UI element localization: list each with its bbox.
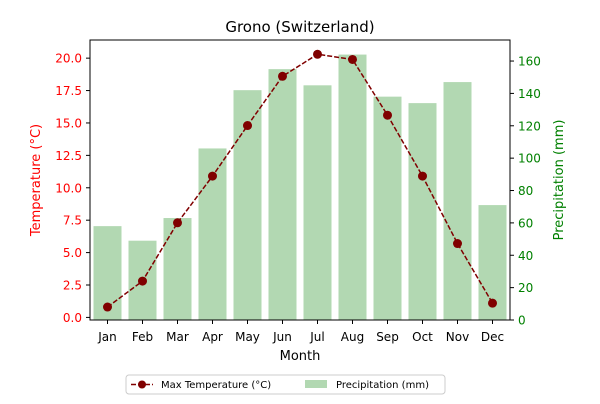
right-axis-tick-label: 60: [518, 216, 533, 230]
right-axis-tick-label: 20: [518, 281, 533, 295]
x-axis-tick-label-dec: Dec: [481, 330, 504, 344]
left-axis-tick-label: 5.0: [63, 246, 82, 260]
left-axis-tick-label: 12.5: [55, 149, 82, 163]
precipitation-bar-oct: [408, 103, 437, 321]
line-layer: [103, 49, 497, 312]
x-axis-tick-label-apr: Apr: [202, 330, 223, 344]
right-axis-tick-label: 0: [518, 314, 526, 328]
temperature-point-jul: [313, 49, 322, 59]
x-axis-tick-label-jul: Jul: [309, 330, 324, 344]
x-axis-tick-label-oct: Oct: [412, 330, 433, 344]
legend: Max Temperature (°C) Precipitation (mm): [125, 374, 446, 395]
left-axis-tick-label: 0.0: [63, 311, 82, 325]
legend-label-precipitation: Precipitation (mm): [336, 380, 429, 391]
precipitation-bar-nov: [443, 82, 472, 320]
temperature-point-sep: [383, 110, 392, 120]
right-axis-tick-label: 120: [518, 119, 541, 133]
left-axis-tick-label: 10.0: [55, 181, 82, 195]
legend-label-temperature: Max Temperature (°C): [161, 380, 271, 391]
legend-frame: [125, 374, 446, 395]
x-axis-tick-label-sep: Sep: [376, 330, 399, 344]
axes-layer: 0.0 2.5 5.0 7.5 10.0 12.5 15.0 17.5 20.0 0 20 40 60 8…: [55, 39, 541, 344]
temperature-point-dec: [488, 298, 497, 308]
x-axis-tick-label-jun: Jun: [272, 330, 292, 344]
temperature-point-jan: [103, 302, 112, 312]
x-axis-label: Month: [280, 349, 321, 364]
x-axis-tick-label-jan: Jan: [97, 330, 117, 344]
x-axis-tick-label-aug: Aug: [341, 330, 364, 344]
right-axis-tick-label: 140: [518, 87, 541, 101]
temperature-point-mar: [173, 218, 182, 228]
temperature-point-oct: [418, 171, 427, 181]
precipitation-bar-sep: [373, 96, 402, 321]
precipitation-bar-jul: [303, 85, 332, 320]
temperature-point-jun: [278, 71, 287, 81]
temperature-point-aug: [348, 54, 357, 64]
x-axis-tick-label-feb: Feb: [132, 330, 153, 344]
chart-title: Grono (Switzerland): [225, 18, 374, 36]
x-axis-tick-label-mar: Mar: [166, 330, 189, 344]
left-axis-tick-label: 2.5: [63, 279, 82, 293]
left-axis-tick-label: 7.5: [63, 214, 82, 228]
temperature-line: [107, 53, 494, 308]
right-axis-tick-label: 100: [518, 152, 541, 166]
precipitation-bar-jun: [268, 69, 297, 320]
temperature-point-apr: [208, 171, 217, 181]
x-axis-tick-label-may: May: [235, 330, 260, 344]
plot-frame: [89, 39, 511, 321]
right-axis-tick-label: 80: [518, 184, 533, 198]
right-axis-tick-label: 40: [518, 249, 533, 263]
bars-layer: [93, 54, 507, 321]
left-axis-tick-label: 15.0: [55, 116, 82, 130]
temperature-point-nov: [453, 239, 462, 249]
temperature-point-may: [243, 121, 252, 131]
temperature-point-feb: [138, 276, 147, 286]
left-axis-label: Temperature (°C): [29, 124, 44, 237]
legend-marker-swatch: [138, 380, 146, 389]
x-axis-tick-label-nov: Nov: [446, 330, 469, 344]
precipitation-bar-aug: [338, 54, 367, 320]
right-axis-tick-label: 160: [518, 55, 541, 69]
precipitation-bar-mar: [163, 218, 192, 320]
legend-bar-swatch: [305, 380, 327, 388]
left-axis-tick-label: 17.5: [55, 84, 82, 98]
right-axis-label: Precipitation (mm): [552, 120, 567, 241]
left-axis-tick-label: 20.0: [55, 52, 82, 66]
